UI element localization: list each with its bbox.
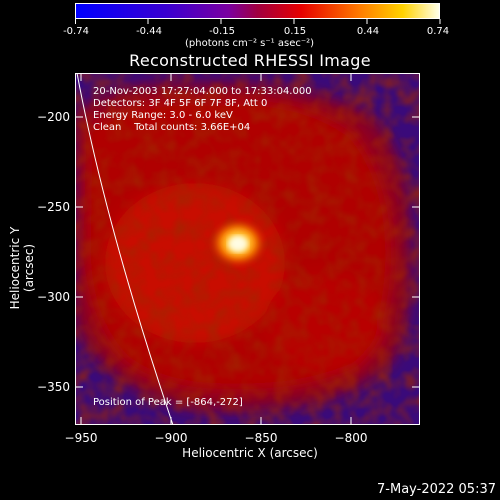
- colorbar-tick-label: -0.74: [63, 26, 89, 37]
- plot-title: Reconstructed RHESSI Image: [129, 51, 371, 70]
- info-line-clean: Clean Total counts: 3.66E+04: [93, 122, 251, 133]
- generation-timestamp: 7-May-2022 05:37: [377, 482, 496, 497]
- colorbar-tick-marks: [75, 19, 441, 24]
- x-tick-label: −800: [334, 431, 368, 445]
- y-tick-label: −250: [37, 200, 70, 214]
- solar-limb-line: [76, 73, 174, 425]
- info-line-detectors: Detectors: 3F 4F 5F 6F 7F 8F, Att 0: [93, 98, 268, 109]
- colorbar: [75, 3, 440, 19]
- x-tick-label: −850: [244, 431, 278, 445]
- x-axis-label: Heliocentric X (arcsec): [182, 446, 318, 460]
- info-line-time: 20-Nov-2003 17:27:04.000 to 17:33:04.000: [93, 86, 312, 97]
- peak-position-label: Position of Peak = [-864,-272]: [93, 397, 243, 408]
- rhessi-image: [75, 73, 420, 425]
- x-tick-label: −950: [64, 431, 98, 445]
- colorbar-unit-label: (photons cm⁻² s⁻¹ asec⁻²): [185, 38, 315, 49]
- colorbar-tick-label: 0.44: [356, 26, 380, 37]
- y-tick-label: −200: [37, 110, 70, 124]
- axis-ticks: [75, 73, 420, 425]
- y-tick-label: −350: [37, 380, 70, 394]
- y-axis-label: Heliocentric Y (arcsec): [8, 226, 36, 310]
- colorbar-tick-label: 0.15: [283, 26, 307, 37]
- colorbar-tick-label: 0.74: [426, 26, 450, 37]
- colorbar-tick-label: -0.15: [209, 26, 235, 37]
- y-tick-label: −300: [37, 290, 70, 304]
- info-line-energy: Energy Range: 3.0 - 6.0 keV: [93, 110, 233, 121]
- colorbar-tick-label: -0.44: [136, 26, 162, 37]
- x-tick-label: −900: [154, 431, 188, 445]
